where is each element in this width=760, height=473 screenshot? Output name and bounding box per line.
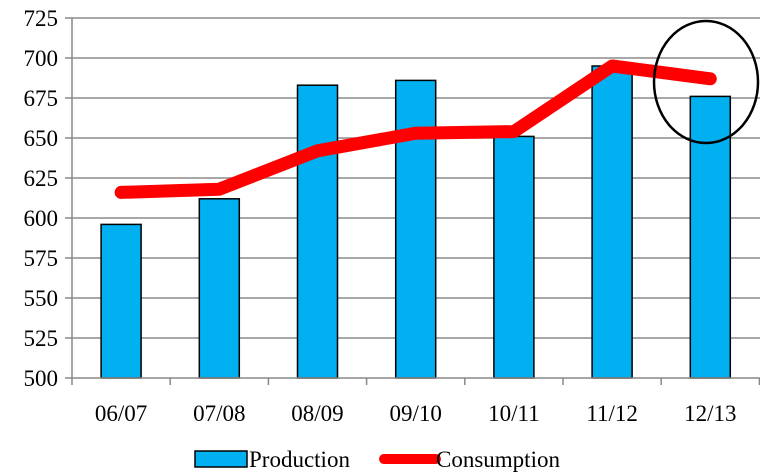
y-tick-label: 575: [24, 246, 59, 271]
y-tick-label: 725: [24, 6, 59, 31]
y-tick-label: 650: [24, 126, 59, 151]
y-tick-label: 550: [24, 286, 59, 311]
legend: Production Consumption: [194, 447, 560, 472]
production-bar: [100, 223, 142, 379]
legend-production-label: Production: [249, 447, 350, 472]
x-tick-label: 08/09: [291, 401, 343, 426]
legend-consumption-label: Consumption: [436, 447, 560, 472]
x-tick-label: 11/12: [586, 401, 638, 426]
consumption-line: [114, 59, 717, 199]
x-tick-label: 10/11: [488, 401, 540, 426]
y-tick-label: 500: [24, 366, 59, 391]
production-bar: [296, 84, 339, 379]
x-tick-label: 09/10: [390, 401, 442, 426]
production-bar: [394, 79, 437, 379]
y-tick-label: 675: [24, 86, 59, 111]
x-tick-label: 07/08: [193, 401, 245, 426]
x-tick-label: 12/13: [684, 401, 736, 426]
y-tick-label: 700: [24, 46, 59, 71]
y-tick-label: 625: [24, 166, 59, 191]
legend-production-swatch: [194, 450, 248, 468]
highlight-circle: [652, 19, 760, 145]
consumption-line-group: [114, 59, 717, 199]
production-bar: [198, 198, 241, 379]
x-tick-label: 06/07: [95, 401, 147, 426]
y-tick-label: 525: [24, 326, 59, 351]
axes: [71, 18, 760, 379]
y-tick-label: 600: [24, 206, 59, 231]
production-bars: [100, 65, 732, 379]
y-tick-labels: 500 525 550 575 600 625 650 675 700 725: [24, 6, 59, 391]
production-bar: [591, 65, 633, 379]
x-tick-labels: 06/07 07/08 08/09 09/10 10/11 11/12 12/13: [71, 378, 760, 426]
production-bar: [493, 135, 535, 379]
